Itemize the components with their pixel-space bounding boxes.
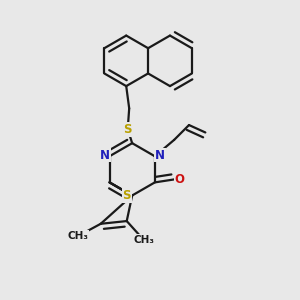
- Text: CH₃: CH₃: [68, 231, 88, 241]
- Text: O: O: [175, 173, 184, 186]
- Text: N: N: [154, 148, 165, 162]
- Text: N: N: [100, 148, 110, 162]
- Text: S: S: [123, 189, 131, 202]
- Text: CH₃: CH₃: [134, 235, 154, 245]
- Text: S: S: [124, 123, 132, 136]
